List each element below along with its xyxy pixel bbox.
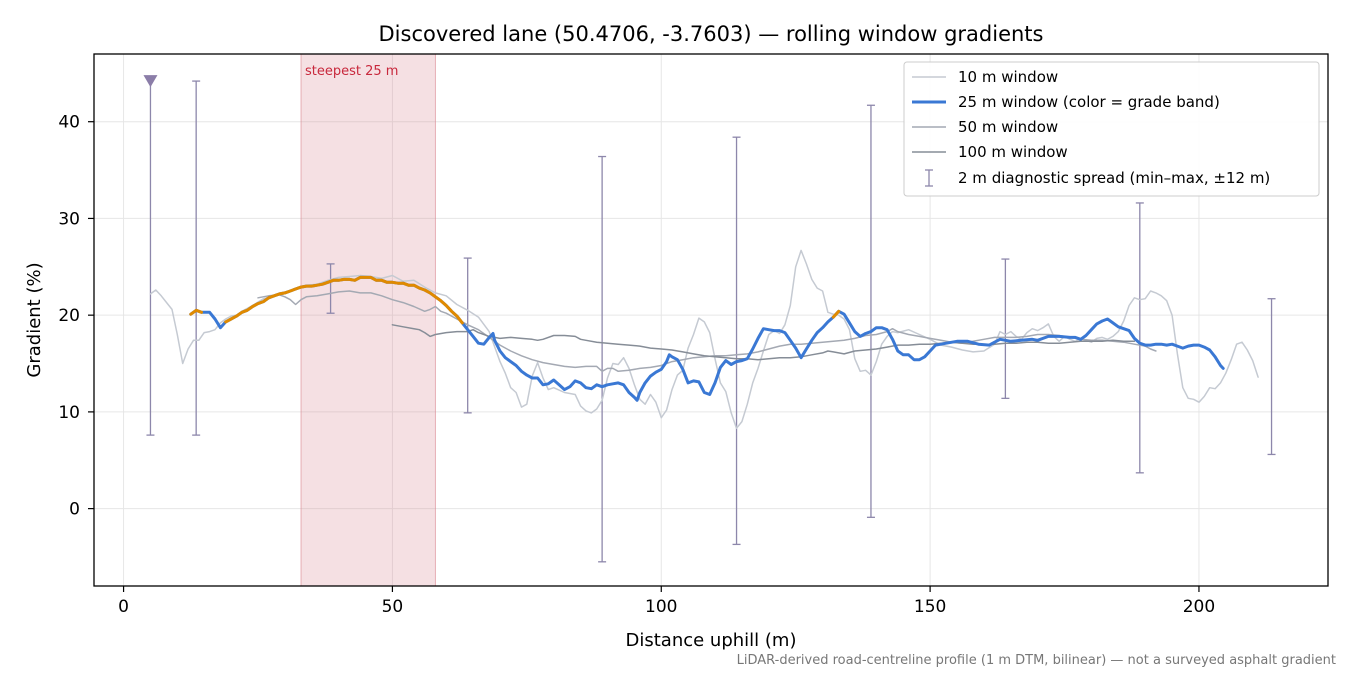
errorbar xyxy=(866,104,875,518)
errorbars xyxy=(146,80,1276,563)
errorbar xyxy=(463,257,472,414)
y-tick-label: 30 xyxy=(58,209,80,229)
y-axis-label: Gradient (%) xyxy=(24,262,45,377)
legend-label-errorbar: 2 m diagnostic spread (min–max, ±12 m) xyxy=(958,169,1270,187)
y-ticks: 0 10 20 30 40 xyxy=(58,113,94,520)
y-tick-label: 20 xyxy=(58,306,80,326)
footnote: LiDAR-derived road-centreline profile (1… xyxy=(737,653,1336,668)
errorbar xyxy=(598,155,607,563)
steepest-band xyxy=(300,53,436,587)
markers xyxy=(143,75,158,88)
legend-label-10m: 10 m window xyxy=(958,68,1058,86)
x-tick-label: 200 xyxy=(1183,597,1215,617)
legend: 10 m window 25 m window (color = grade b… xyxy=(903,61,1320,197)
legend-box xyxy=(903,61,1320,197)
series-lines xyxy=(149,249,1259,430)
legend-label-50m: 50 m window xyxy=(958,118,1058,136)
y-tick-label: 10 xyxy=(58,403,80,423)
series-25m-high-grade-segment xyxy=(189,308,203,316)
errorbar xyxy=(192,80,201,436)
y-tick-label: 40 xyxy=(58,113,80,133)
errorbar xyxy=(1001,258,1010,399)
legend-swatch-errorbar xyxy=(925,169,933,187)
y-tick-label: 0 xyxy=(69,500,80,520)
x-ticks: 0 50 100 150 200 xyxy=(118,586,1215,617)
x-tick-label: 50 xyxy=(382,597,404,617)
plot-frame xyxy=(93,53,1329,587)
errorbar xyxy=(146,81,155,436)
errorbar xyxy=(1267,298,1276,456)
errorbar xyxy=(732,136,741,546)
steepest-highlight xyxy=(300,53,436,587)
series-25m-high-grade-segment xyxy=(831,309,841,319)
x-tick-label: 150 xyxy=(914,597,946,617)
clipped-marker-triangle xyxy=(143,75,158,88)
x-axis-label: Distance uphill (m) xyxy=(626,630,797,651)
errorbar xyxy=(1135,202,1144,474)
legend-label-25m: 25 m window (color = grade band) xyxy=(958,93,1220,111)
chart-title: Discovered lane (50.4706, -3.7603) — rol… xyxy=(379,22,1044,46)
highlight-label: steepest 25 m xyxy=(305,64,398,79)
x-tick-label: 100 xyxy=(645,597,677,617)
series-25m-high-grade-segment xyxy=(224,275,464,325)
series-50m-line xyxy=(257,290,1157,373)
x-tick-label: 0 xyxy=(118,597,129,617)
legend-label-100m: 100 m window xyxy=(958,143,1068,161)
errorbar xyxy=(326,263,335,314)
